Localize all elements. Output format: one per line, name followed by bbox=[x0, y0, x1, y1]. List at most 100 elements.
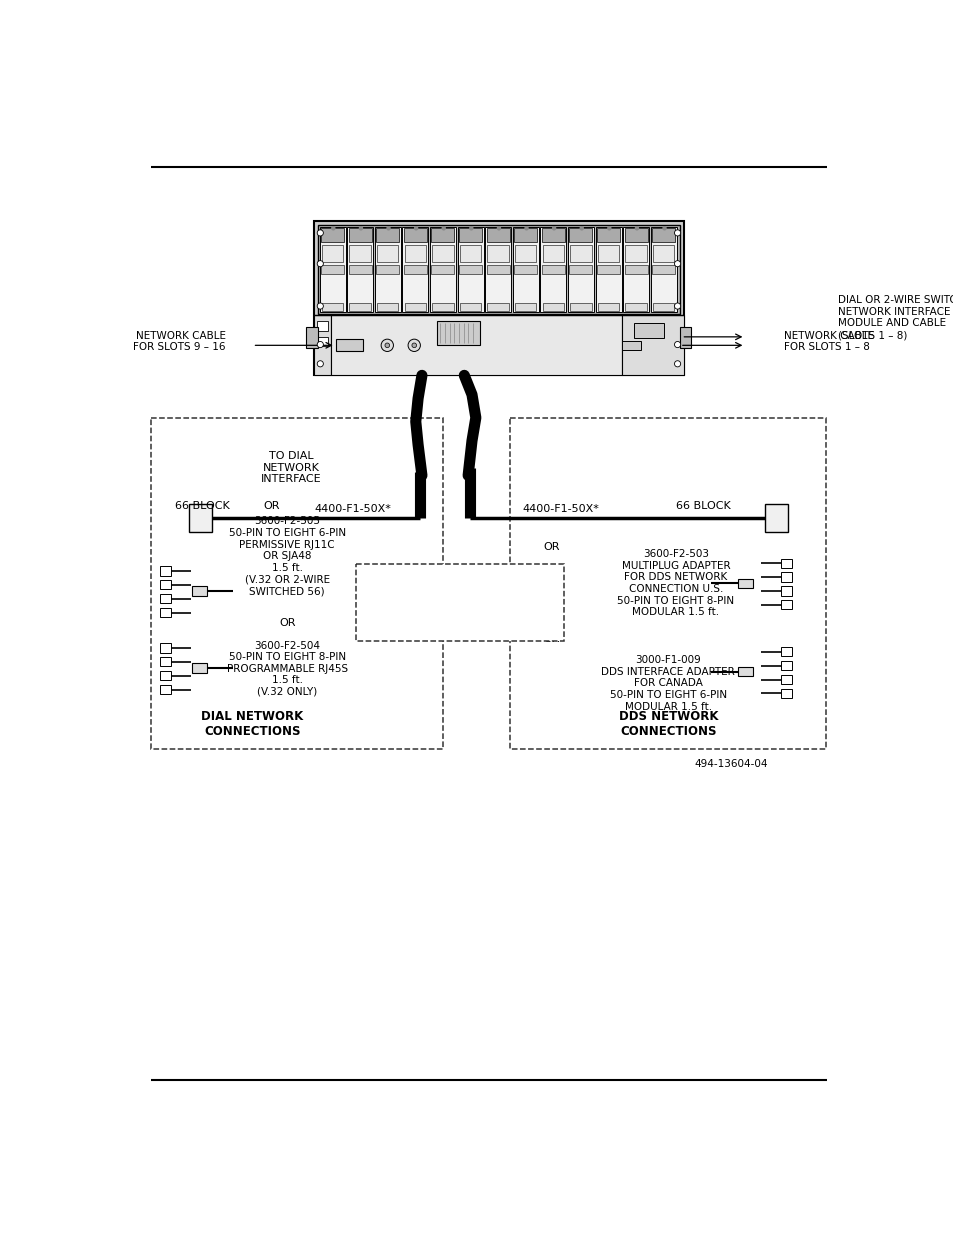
Circle shape bbox=[524, 227, 528, 230]
Bar bbox=[375, 266, 399, 274]
Bar bbox=[376, 246, 398, 262]
Bar bbox=[780, 689, 791, 698]
Bar bbox=[160, 671, 171, 680]
Bar bbox=[621, 315, 683, 375]
Bar bbox=[570, 303, 591, 311]
Circle shape bbox=[607, 227, 610, 230]
Text: NETWORK CABLE
FOR SLOTS 1 – 8: NETWORK CABLE FOR SLOTS 1 – 8 bbox=[783, 331, 873, 352]
Bar bbox=[541, 228, 564, 242]
Bar bbox=[542, 303, 563, 311]
Bar bbox=[319, 227, 345, 312]
Bar bbox=[650, 227, 676, 312]
Bar bbox=[486, 266, 509, 274]
Bar bbox=[541, 266, 564, 274]
Bar bbox=[402, 227, 428, 312]
Bar bbox=[321, 266, 344, 274]
Circle shape bbox=[674, 341, 679, 347]
Bar bbox=[404, 303, 426, 311]
Text: 3600-F2-504
50-PIN TO EIGHT 8-PIN
PROGRAMMABLE RJ45S
1.5 ft.
(V.32 ONLY): 3600-F2-504 50-PIN TO EIGHT 8-PIN PROGRA… bbox=[227, 641, 348, 697]
Circle shape bbox=[317, 303, 323, 309]
Bar bbox=[190, 504, 213, 531]
Text: 4400-F1-504  30’: 4400-F1-504 30’ bbox=[408, 615, 497, 625]
Text: 4400-F1-50X*: 4400-F1-50X* bbox=[521, 504, 598, 514]
Bar bbox=[653, 303, 674, 311]
Bar bbox=[335, 340, 362, 352]
Bar bbox=[306, 327, 317, 348]
Bar bbox=[780, 587, 791, 595]
Text: TO DIAL
NETWORK
INTERFACE: TO DIAL NETWORK INTERFACE bbox=[260, 451, 321, 484]
Bar bbox=[780, 558, 791, 568]
Text: 66 BLOCK: 66 BLOCK bbox=[175, 501, 230, 511]
Bar bbox=[597, 266, 619, 274]
Bar bbox=[160, 685, 171, 694]
Bar bbox=[321, 303, 343, 311]
Bar bbox=[348, 228, 372, 242]
Bar bbox=[653, 246, 674, 262]
Text: DIAL OR 2-WIRE SWITCHED 56
NETWORK INTERFACE
MODULE AND CABLE
(SLOTS 1 – 8): DIAL OR 2-WIRE SWITCHED 56 NETWORK INTER… bbox=[837, 295, 953, 340]
Circle shape bbox=[381, 340, 393, 352]
Bar bbox=[598, 303, 618, 311]
Bar bbox=[349, 303, 371, 311]
Bar bbox=[515, 246, 536, 262]
Bar bbox=[160, 657, 171, 667]
Bar bbox=[431, 266, 454, 274]
Bar bbox=[317, 321, 328, 331]
Bar bbox=[485, 227, 511, 312]
Bar bbox=[347, 227, 373, 312]
Bar bbox=[652, 266, 675, 274]
Bar bbox=[160, 567, 171, 576]
Bar bbox=[652, 228, 675, 242]
Bar bbox=[432, 246, 454, 262]
Bar bbox=[349, 246, 371, 262]
Bar bbox=[160, 580, 171, 589]
Circle shape bbox=[415, 227, 417, 230]
Bar bbox=[403, 266, 426, 274]
Text: 3600-F2-503
MULTIPLUG ADAPTER
FOR DDS NETWORK
CONNECTION U.S.
50-PIN TO EIGHT 8-: 3600-F2-503 MULTIPLUG ADAPTER FOR DDS NE… bbox=[617, 550, 734, 618]
Text: DIAL NETWORK
CONNECTIONS: DIAL NETWORK CONNECTIONS bbox=[201, 710, 303, 739]
Bar bbox=[430, 227, 456, 312]
Bar bbox=[458, 228, 481, 242]
Bar bbox=[780, 674, 791, 684]
Bar bbox=[317, 337, 328, 346]
Bar bbox=[356, 564, 564, 641]
Bar bbox=[625, 246, 646, 262]
Text: 66 BLOCK: 66 BLOCK bbox=[675, 501, 730, 511]
Bar bbox=[317, 225, 679, 314]
Bar bbox=[331, 315, 621, 375]
Circle shape bbox=[317, 361, 323, 367]
Circle shape bbox=[332, 227, 335, 230]
Bar bbox=[764, 504, 787, 531]
Bar bbox=[569, 228, 592, 242]
Text: OR: OR bbox=[543, 635, 559, 645]
Bar bbox=[160, 594, 171, 603]
Bar bbox=[321, 228, 344, 242]
Text: OR: OR bbox=[278, 619, 295, 629]
Bar bbox=[457, 227, 483, 312]
Bar bbox=[348, 266, 372, 274]
Bar bbox=[542, 246, 563, 262]
Circle shape bbox=[412, 343, 416, 347]
Circle shape bbox=[317, 341, 323, 347]
Bar bbox=[624, 266, 647, 274]
Circle shape bbox=[674, 230, 679, 236]
Bar bbox=[737, 667, 752, 677]
Circle shape bbox=[674, 303, 679, 309]
Bar bbox=[780, 600, 791, 609]
Bar bbox=[679, 327, 691, 348]
Bar bbox=[376, 303, 398, 311]
Text: 3000-F1-009
DDS INTERFACE ADAPTER
FOR CANADA
50-PIN TO EIGHT 6-PIN
MODULAR 1.5 f: 3000-F1-009 DDS INTERFACE ADAPTER FOR CA… bbox=[600, 655, 735, 711]
Bar bbox=[622, 227, 649, 312]
Circle shape bbox=[674, 361, 679, 367]
Text: OR: OR bbox=[543, 542, 559, 552]
Bar bbox=[487, 246, 508, 262]
Circle shape bbox=[579, 227, 582, 230]
Text: NETWORK CABLE
FOR SLOTS 9 – 16: NETWORK CABLE FOR SLOTS 9 – 16 bbox=[133, 331, 225, 352]
Text: DDS NETWORK
CONNECTIONS: DDS NETWORK CONNECTIONS bbox=[618, 710, 718, 739]
Bar bbox=[432, 303, 454, 311]
Circle shape bbox=[317, 261, 323, 267]
Circle shape bbox=[552, 227, 555, 230]
Bar bbox=[737, 579, 752, 588]
Bar bbox=[192, 663, 207, 673]
Bar bbox=[570, 246, 591, 262]
Circle shape bbox=[635, 227, 638, 230]
